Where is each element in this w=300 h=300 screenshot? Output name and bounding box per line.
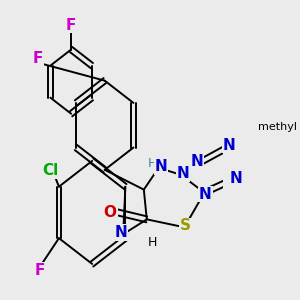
Text: N: N xyxy=(115,225,127,240)
Text: F: F xyxy=(66,18,76,33)
Text: N: N xyxy=(177,166,189,181)
Text: methyl: methyl xyxy=(258,122,297,132)
Text: H: H xyxy=(147,157,157,170)
Text: N: N xyxy=(222,137,235,152)
Text: N: N xyxy=(154,159,167,174)
Text: O: O xyxy=(104,206,117,220)
Text: N: N xyxy=(190,154,203,169)
Text: N: N xyxy=(199,187,212,202)
Text: S: S xyxy=(180,218,191,233)
Text: Cl: Cl xyxy=(43,163,59,178)
Text: F: F xyxy=(34,263,45,278)
Text: N: N xyxy=(229,171,242,186)
Text: F: F xyxy=(33,51,44,66)
Text: H: H xyxy=(148,236,158,249)
